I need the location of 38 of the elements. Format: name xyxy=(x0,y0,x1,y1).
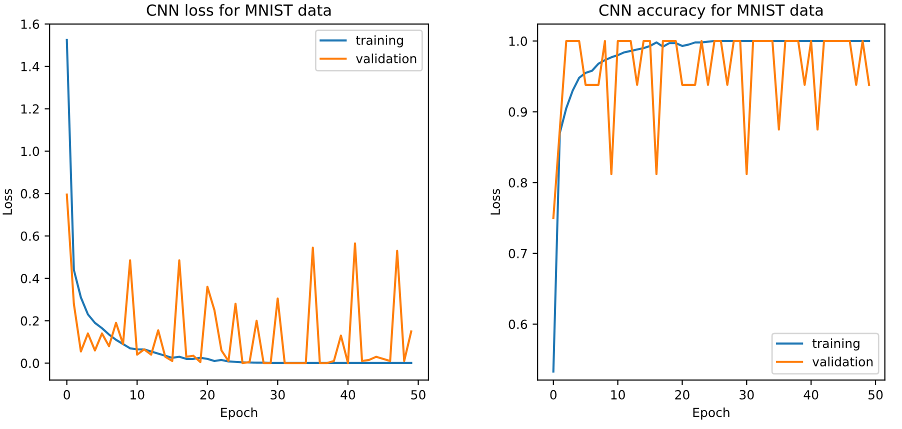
x-axis-title: Epoch xyxy=(221,407,258,420)
y-tick-label: 1.6 xyxy=(21,19,40,29)
x-tick-label: 0 xyxy=(550,390,557,400)
x-tick-label: 50 xyxy=(411,390,426,400)
line-series xyxy=(552,40,870,220)
x-tick-label: 40 xyxy=(340,390,356,400)
legend-label: validation xyxy=(356,54,416,64)
y-tick-label: 0.2 xyxy=(20,316,39,326)
x-tick-label: 50 xyxy=(868,390,883,400)
y-axis-title: Loss xyxy=(2,188,12,215)
y-tick-label: 1.4 xyxy=(21,62,40,72)
x-tick-label: 40 xyxy=(804,390,818,400)
y-tick-label: 0.9 xyxy=(508,107,527,117)
y-axis-title: Loss xyxy=(490,188,500,215)
line-series xyxy=(66,194,412,364)
y-tick-label: 0.4 xyxy=(20,274,40,284)
y-tick-label: 1.0 xyxy=(21,146,40,156)
legend-label: training xyxy=(356,35,403,48)
x-tick-label: 0 xyxy=(64,390,70,400)
y-tick-label: 1.0 xyxy=(509,36,528,46)
y-tick-label: 0.7 xyxy=(508,248,527,258)
x-tick-label: 30 xyxy=(270,390,285,400)
y-tick-label: 1.2 xyxy=(21,104,39,114)
y-tick-label: 0.8 xyxy=(20,189,40,199)
y-tick-label: 0.6 xyxy=(508,320,528,330)
chart-title: CNN accuracy for MNIST data xyxy=(599,4,823,19)
x-tick-label: 20 xyxy=(200,390,215,400)
x-tick-label: 20 xyxy=(675,390,690,400)
x-tick-label: 10 xyxy=(611,390,625,400)
chart-title: CNN loss for MNIST data xyxy=(146,4,331,16)
y-tick-label: 0.0 xyxy=(20,358,40,368)
y-tick-label: 0.8 xyxy=(508,178,528,188)
x-axis-title: Epoch xyxy=(693,407,730,420)
legend-label: training xyxy=(812,338,860,350)
legend-label: validation xyxy=(812,356,873,366)
x-tick-label: 10 xyxy=(130,390,144,400)
y-tick-label: 0.6 xyxy=(20,231,40,241)
x-tick-label: 30 xyxy=(740,390,754,400)
